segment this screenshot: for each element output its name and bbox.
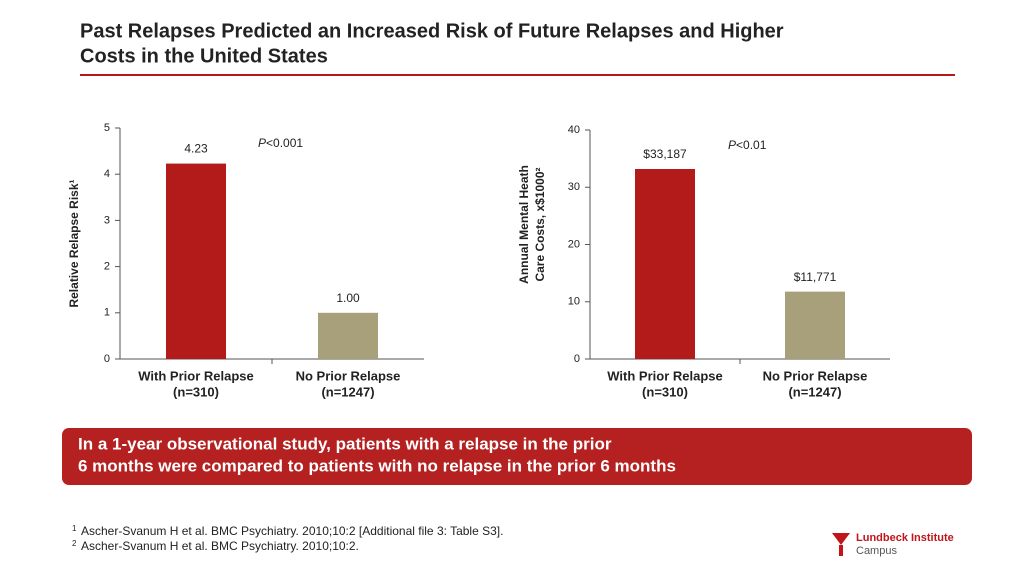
annotation-value: <0.001	[266, 136, 303, 150]
footnote-number: 2	[72, 539, 77, 548]
y-tick-label: 10	[568, 296, 580, 308]
y-tick-label: 1	[104, 307, 110, 319]
annotation: P<0.01	[728, 138, 767, 152]
logo-mark	[839, 545, 843, 556]
y-tick-label: 40	[568, 124, 580, 136]
annotation-p: P	[728, 138, 736, 152]
slide-title: Costs in the United States	[80, 45, 328, 67]
y-tick-label: 0	[574, 353, 580, 365]
x-tick-label: No Prior Relapse	[763, 368, 868, 383]
footnote: Ascher-Svanum H et al. BMC Psychiatry. 2…	[81, 539, 359, 553]
slide-title: Past Relapses Predicted an Increased Ris…	[80, 20, 784, 42]
y-axis-label: Relative Relapse Risk¹	[67, 179, 81, 307]
footnote: Ascher-Svanum H et al. BMC Psychiatry. 2…	[81, 524, 503, 538]
y-tick-label: 0	[104, 353, 110, 365]
x-tick-label: (n=310)	[642, 384, 688, 399]
y-tick-label: 2	[104, 261, 110, 273]
banner-text: In a 1-year observational study, patient…	[78, 434, 612, 453]
annotation-p: P	[258, 136, 266, 150]
y-tick-label: 3	[104, 214, 110, 226]
y-tick-label: 20	[568, 238, 580, 250]
value-label: 4.23	[184, 142, 208, 156]
y-axis-label: Annual Mental Heath	[517, 165, 531, 284]
y-tick-label: 4	[104, 168, 110, 180]
x-tick-label: With Prior Relapse	[138, 368, 253, 383]
logo-text: Campus	[856, 545, 897, 557]
bar	[166, 163, 226, 359]
banner-text: 6 months were compared to patients with …	[78, 456, 676, 475]
footnote-number: 1	[72, 524, 77, 533]
logo-mark	[832, 533, 850, 545]
value-label: $33,187	[643, 147, 687, 161]
banner	[62, 428, 972, 485]
x-tick-label: No Prior Relapse	[296, 368, 401, 383]
annotation-value: <0.01	[736, 138, 767, 152]
y-axis-label: Care Costs, x$1000²	[533, 167, 547, 281]
bar	[318, 312, 378, 359]
x-tick-label: (n=1247)	[321, 384, 374, 399]
value-label: 1.00	[336, 291, 360, 305]
y-tick-label: 30	[568, 181, 580, 193]
y-tick-label: 5	[104, 122, 110, 134]
x-tick-label: (n=1247)	[788, 384, 841, 399]
logo-text: Lundbeck Institute	[856, 532, 954, 544]
logo: Lundbeck Institute Campus	[832, 532, 954, 557]
x-tick-label: With Prior Relapse	[607, 368, 722, 383]
bar	[785, 291, 845, 359]
annotation: P<0.001	[258, 136, 303, 150]
value-label: $11,771	[794, 270, 837, 284]
x-tick-label: (n=310)	[173, 384, 219, 399]
bar	[635, 169, 695, 359]
